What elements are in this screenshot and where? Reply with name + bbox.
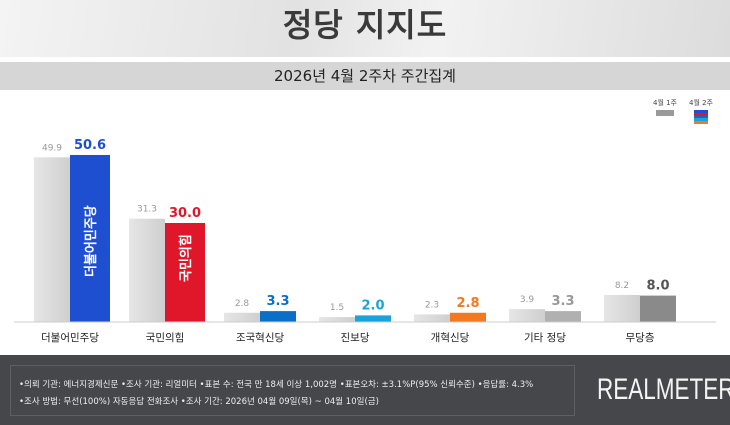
- legend-curr-swatch: [694, 110, 708, 124]
- bar-curr: [355, 315, 391, 322]
- survey-info-line2: •조사 방법: 무선(100%) 자동응답 전화조사 •조사 기간: 2026년…: [19, 397, 379, 407]
- category-label: 무당층: [626, 332, 655, 344]
- value-label-curr: 50.6: [74, 138, 106, 153]
- legend-stripe: [694, 118, 708, 122]
- legend-prev-label: 4월 1주: [652, 99, 677, 107]
- value-label-curr: 2.0: [361, 298, 384, 313]
- value-label-prev: 2.3: [425, 300, 439, 310]
- category-label: 더불어민주당: [41, 332, 99, 344]
- bar-curr: [70, 155, 110, 322]
- value-label-curr: 3.3: [551, 294, 574, 309]
- value-label-prev: 8.2: [615, 281, 629, 291]
- bar-prev: [604, 294, 640, 322]
- bar-prev: [509, 309, 545, 322]
- bar-curr: [260, 311, 296, 322]
- bar-curr: [545, 311, 581, 322]
- legend-stripe: [694, 110, 708, 113]
- subtitle: 2026년 4월 2주차 주간집계: [0, 62, 730, 90]
- value-label-prev: 1.5: [330, 303, 344, 313]
- bar-prev: [414, 314, 450, 322]
- value-label-prev: 2.8: [235, 299, 250, 309]
- legend-stripe: [694, 115, 708, 119]
- value-label-curr: 2.8: [456, 296, 479, 311]
- category-label: 개혁신당: [431, 332, 470, 344]
- value-label-curr: 3.3: [266, 294, 289, 309]
- party-logo: 더불어민주당: [83, 205, 99, 277]
- bar-curr: [640, 295, 676, 322]
- legend-stripe: [694, 121, 708, 124]
- value-label-prev: 3.9: [520, 295, 535, 305]
- realmeter-logo: REALMETER: [597, 373, 730, 406]
- bar-prev: [319, 317, 355, 322]
- category-label: 국민의힘: [146, 332, 185, 344]
- legend-prev-swatch: [656, 110, 674, 116]
- bar-prev: [224, 312, 260, 322]
- bar-prev: [129, 218, 165, 322]
- category-label: 진보당: [341, 332, 370, 344]
- bar-prev: [34, 157, 70, 322]
- category-label: 조국혁신당: [236, 332, 285, 344]
- value-label-prev: 31.3: [137, 205, 157, 215]
- bar-curr: [165, 222, 205, 322]
- category-label: 기타 정당: [524, 332, 566, 344]
- survey-info: •의뢰 기관: 에너지경제신문 •조사 기관: 리얼미터 •표본 수: 전국 만…: [10, 365, 575, 416]
- legend-curr-label: 4월 2주: [688, 99, 713, 107]
- value-label-prev: 49.9: [42, 143, 62, 153]
- bar-curr: [450, 312, 486, 322]
- title-banner: 정당 지지도: [0, 0, 730, 57]
- page-title: 정당 지지도: [282, 6, 448, 44]
- value-label-curr: 8.0: [646, 279, 669, 294]
- legend-stripe: [694, 112, 708, 116]
- footer: •의뢰 기관: 에너지경제신문 •조사 기관: 리얼미터 •표본 수: 전국 만…: [0, 355, 730, 425]
- party-logo: 국민의힘: [178, 234, 194, 282]
- value-label-curr: 30.0: [169, 206, 201, 221]
- survey-info-line1: •의뢰 기관: 에너지경제신문 •조사 기관: 리얼미터 •표본 수: 전국 만…: [19, 380, 534, 390]
